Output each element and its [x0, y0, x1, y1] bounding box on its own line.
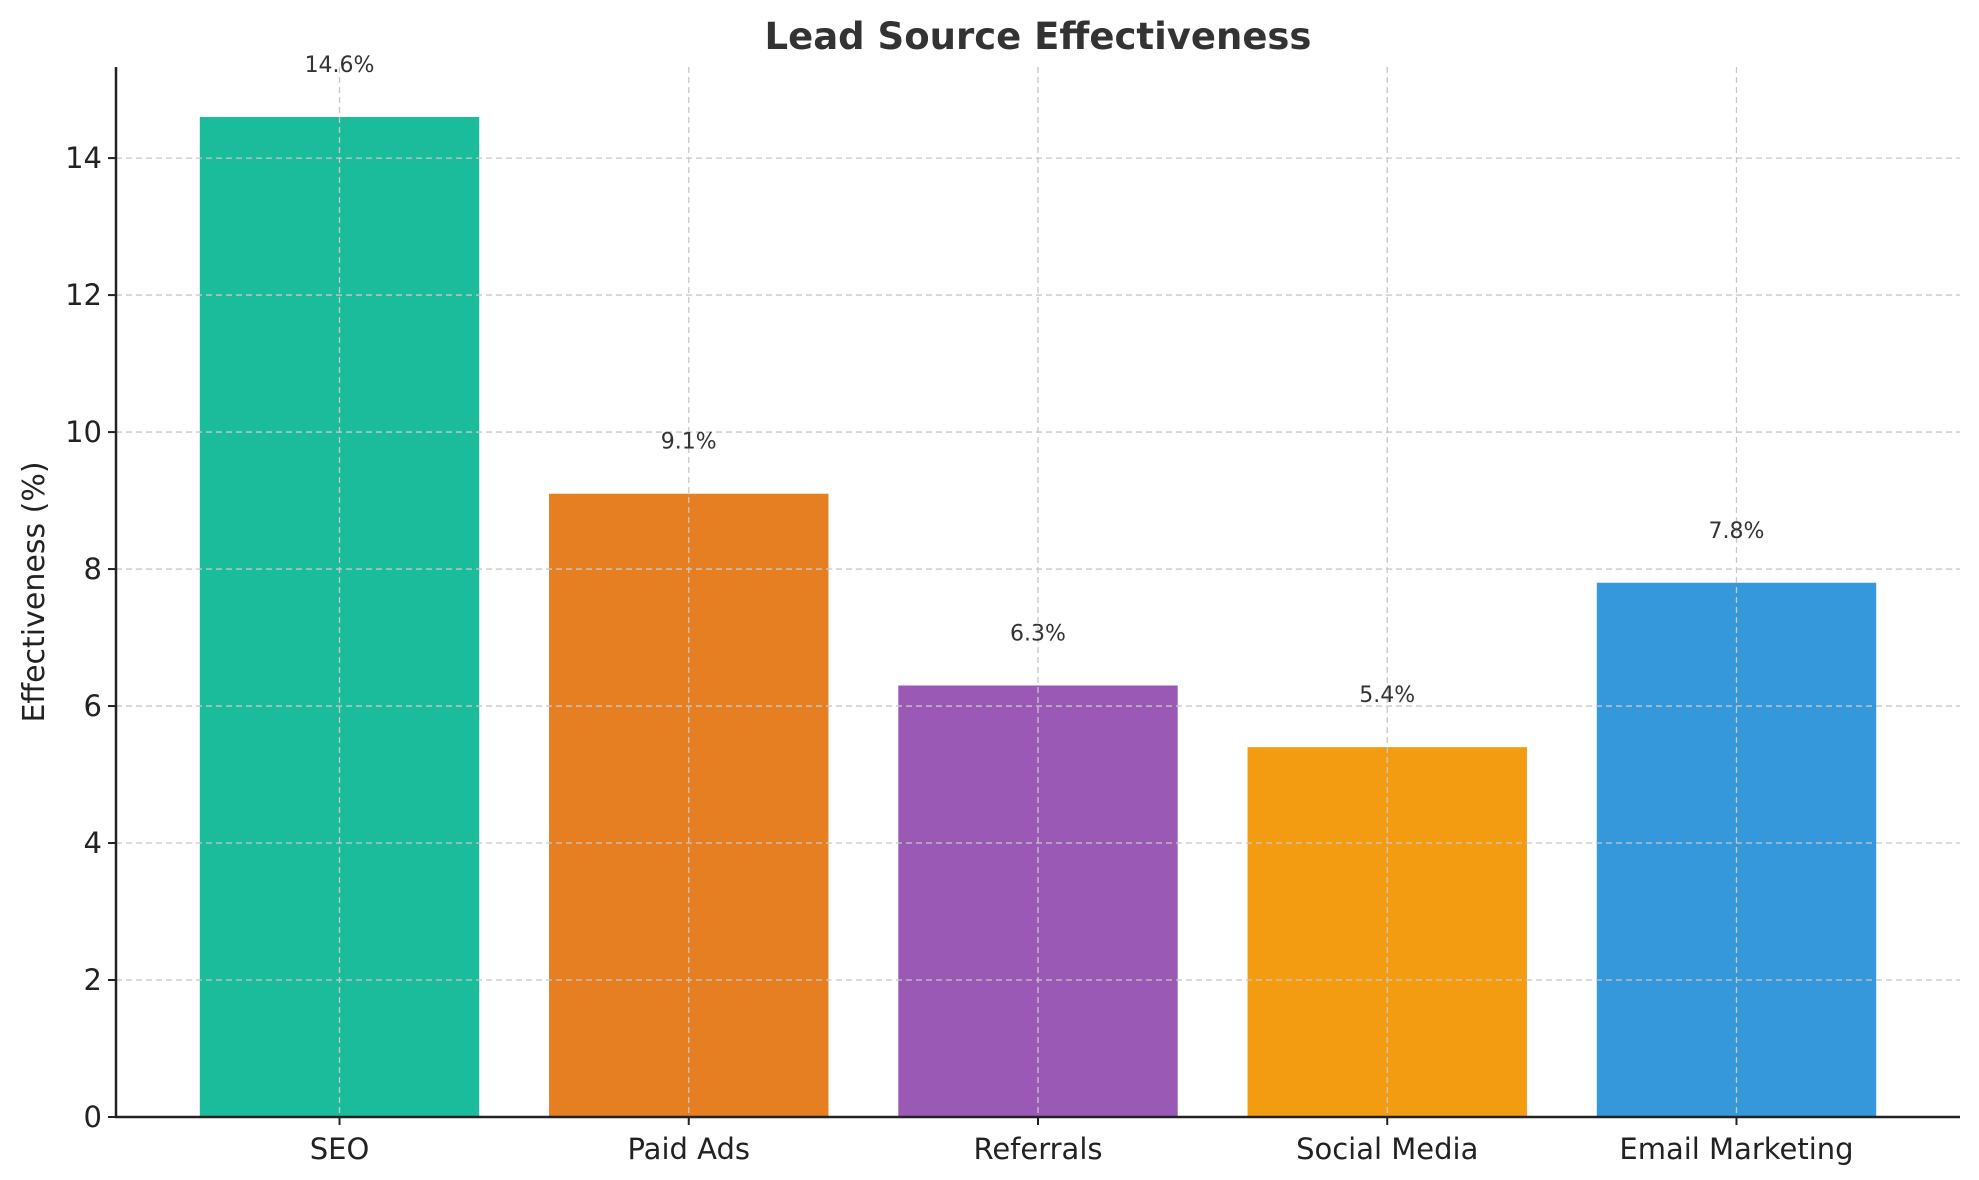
data-label: 5.4% [1359, 683, 1415, 708]
y-tick-label: 6 [84, 689, 102, 723]
y-axis-label: Effectiveness (%) [17, 461, 52, 722]
grid [116, 67, 1960, 1117]
data-label: 9.1% [661, 430, 717, 455]
y-tick-label: 12 [65, 278, 102, 312]
x-tick-label: Social Media [1296, 1132, 1478, 1166]
y-tick-label: 8 [84, 552, 102, 586]
axes: 0 2 4 6 8 10 12 14 SEO Paid Ads Referrals Social Me… [65, 67, 1960, 1166]
y-tick-label: 2 [84, 963, 102, 997]
x-tick-label: Email Marketing [1619, 1132, 1853, 1166]
data-labels: 14.6% 9.1% 6.3% 5.4% 7.8% [305, 53, 1765, 708]
x-tick-label: Paid Ads [628, 1132, 751, 1166]
data-label: 6.3% [1010, 621, 1066, 646]
y-tick-label: 4 [84, 826, 102, 860]
y-tick-label: 0 [84, 1100, 102, 1134]
data-label: 14.6% [305, 53, 375, 78]
y-tick-label: 14 [65, 141, 102, 175]
x-tick-label: Referrals [973, 1132, 1102, 1166]
x-tick-label: SEO [310, 1132, 370, 1166]
chart-title: Lead Source Effectiveness [765, 15, 1312, 58]
y-tick-label: 10 [65, 415, 102, 449]
data-label: 7.8% [1709, 519, 1765, 544]
